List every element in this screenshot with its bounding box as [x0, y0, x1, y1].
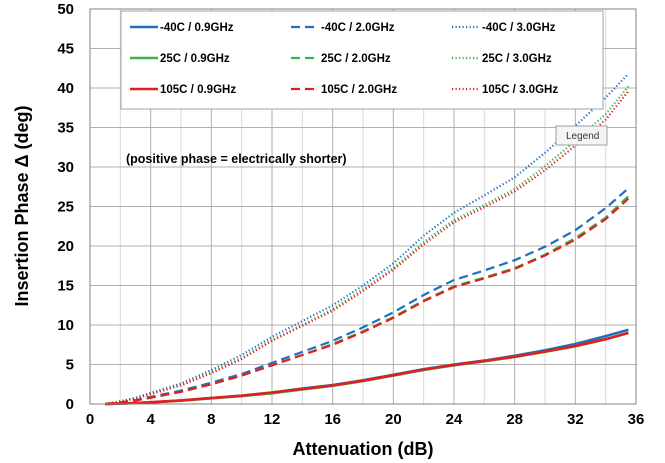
legend-box [120, 10, 604, 110]
x-tick-label: 28 [506, 411, 523, 428]
svg-text:Legend: Legend [566, 131, 599, 142]
series-line-8 [105, 197, 630, 406]
legend-label: -40C / 3.0GHz [482, 22, 556, 34]
y-tick-label: 45 [57, 41, 74, 58]
series-layer [104, 73, 630, 406]
x-tick-label: 16 [324, 411, 341, 428]
legend-label: 105C / 0.9GHz [160, 84, 236, 96]
y-tick-label: 25 [57, 199, 74, 216]
series-line-3 [104, 73, 630, 406]
y-tick-label: 35 [57, 120, 74, 137]
x-tick-label: 20 [385, 411, 402, 428]
legend-tooltip: Legend [555, 125, 608, 146]
legend-label: 25C / 0.9GHz [160, 53, 230, 65]
x-tick-label: 0 [86, 411, 94, 428]
series-line-6 [105, 85, 630, 406]
legend-label: 105C / 2.0GHz [321, 84, 397, 96]
series-line-2 [105, 187, 630, 406]
legend-label: 25C / 2.0GHz [321, 53, 391, 65]
y-axis-title: Insertion Phase Δ (deg) [12, 106, 32, 307]
x-tick-label: 32 [567, 411, 584, 428]
y-tick-label: 30 [57, 159, 74, 176]
legend-label: 105C / 3.0GHz [482, 84, 558, 96]
plot-border [89, 8, 637, 405]
x-axis-title: Attenuation (dB) [293, 439, 434, 459]
x-tick-label: 36 [628, 411, 645, 428]
legend-label: -40C / 2.0GHz [321, 22, 395, 34]
x-tick-label: 8 [207, 411, 215, 428]
y-tick-label: 40 [57, 80, 74, 97]
x-tick-label: 24 [446, 411, 463, 428]
legend-label: -40C / 0.9GHz [160, 22, 234, 34]
series-line-7 [105, 331, 629, 406]
y-tick-label: 10 [57, 317, 74, 334]
x-tick-label: 12 [264, 411, 281, 428]
legend-label: 25C / 3.0GHz [482, 53, 552, 65]
annotation-text: (positive phase = electrically shorter) [126, 152, 347, 166]
y-tick-label: 50 [57, 1, 74, 18]
tick-labels: 0 4 8 12 16 20 24 28 32 36 0 5 10 15 20 25 30 35 40 45 50 [57, 1, 644, 428]
y-tick-label: 0 [66, 396, 74, 413]
y-tick-label: 15 [57, 278, 74, 295]
y-tick-label: 20 [57, 238, 74, 255]
x-tick-label: 4 [146, 411, 155, 428]
y-tick-label: 5 [66, 357, 74, 374]
legend: -40C / 0.9GHz -40C / 2.0GHz -40C / 3.0GHz 2… [120, 10, 604, 110]
